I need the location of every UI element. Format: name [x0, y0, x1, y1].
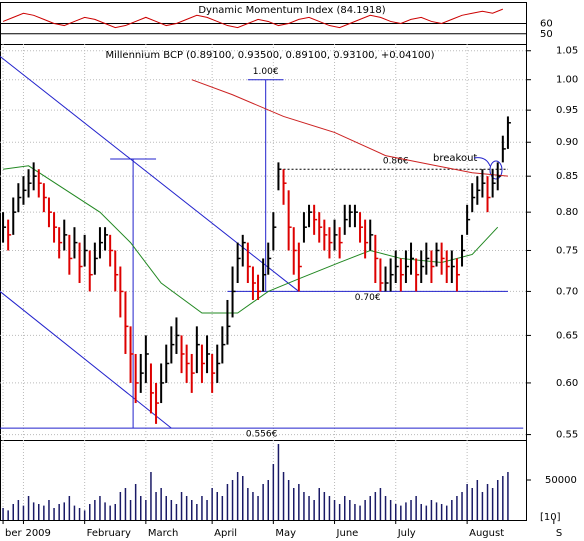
y-tick-label: 0.85	[556, 171, 578, 182]
trend-line	[0, 291, 172, 429]
y-tick-label: 0.70	[556, 286, 578, 297]
y-tick-label: 60	[540, 19, 553, 30]
level-label: 0.556€	[246, 430, 278, 440]
moving-average	[2, 165, 499, 314]
y-tick-label: 0.60	[556, 378, 578, 389]
breakout-circle	[489, 160, 503, 180]
plot-frame	[0, 2, 527, 521]
x-tick-label: 2009	[25, 528, 50, 539]
y-tick-label: 1.00	[556, 75, 578, 86]
x-tick-label: February	[87, 528, 131, 539]
y-tick-label: 0.65	[556, 330, 578, 341]
x-tick-label: May	[275, 528, 296, 539]
y-tick-label: 1.05	[556, 46, 578, 57]
indicator-line	[2, 8, 504, 29]
breakout-arrow	[473, 157, 491, 167]
y-tick-label: 0.75	[556, 245, 578, 256]
level-label: 0.86€	[383, 157, 409, 167]
x-tick-label: July	[397, 528, 416, 539]
moving-average	[191, 79, 508, 177]
y-tick-label: 50	[540, 29, 553, 40]
y-tick-label: 0.90	[556, 137, 578, 148]
indicator-title: Dynamic Momentum Index (84.1918)	[198, 5, 385, 16]
level-label: 0.70€	[355, 293, 381, 303]
x-tick-label: April	[214, 528, 237, 539]
volume-note: [10]	[540, 512, 561, 523]
trend-line	[0, 56, 300, 292]
x-tick-label: August	[469, 528, 504, 539]
breakout-label: breakout	[433, 153, 477, 164]
chart-title: Millennium BCP (0.89100, 0.93500, 0.8910…	[105, 50, 434, 61]
x-tick-label: March	[148, 528, 178, 539]
y-tick-label: 0.95	[556, 105, 578, 116]
y-tick-label: 0.55	[556, 430, 578, 441]
y-tick-label: 0.80	[556, 207, 578, 218]
x-tick-label: June	[336, 528, 359, 539]
level-label: 1.00€	[253, 67, 279, 77]
y-tick-label: 50000	[545, 475, 577, 486]
x-tick-label: S	[556, 528, 562, 539]
x-tick-label: ber	[5, 528, 23, 539]
